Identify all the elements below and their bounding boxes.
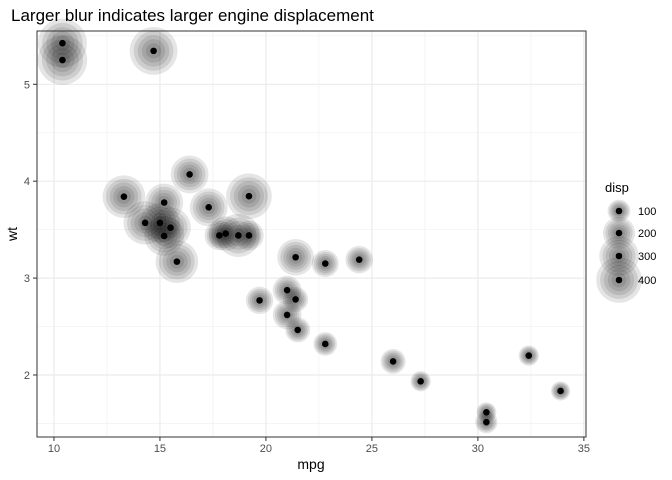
data-point [204, 220, 235, 251]
data-point [102, 175, 146, 219]
point-core [557, 387, 564, 395]
panel-border [36, 30, 587, 438]
data-point [234, 220, 264, 251]
data-point [311, 250, 339, 278]
point-core [283, 286, 291, 294]
grid-minor [37, 31, 586, 437]
point-core [167, 224, 174, 232]
point-core [355, 256, 363, 263]
point-core [294, 326, 302, 334]
y-tick-label: 3 [24, 273, 30, 285]
point-core [615, 229, 623, 237]
data-point [189, 188, 228, 227]
point-core [283, 311, 291, 319]
data-point [245, 286, 274, 315]
point-core [483, 418, 490, 426]
point-core [222, 230, 229, 237]
data-point [145, 183, 184, 222]
point-core [321, 340, 329, 348]
point-core [245, 192, 253, 200]
point-core [59, 56, 66, 64]
legend-key [602, 216, 636, 250]
legend-label: 300 [638, 251, 656, 263]
y-tick-label: 5 [24, 79, 30, 91]
point-core [525, 352, 533, 359]
data-point [37, 18, 87, 68]
point-core [321, 260, 329, 267]
legend-title: disp [605, 180, 629, 195]
data-point [226, 173, 272, 220]
data-point [283, 286, 309, 312]
legend-items: 100 200 300 400 [596, 199, 656, 303]
legend: disp 100 200 300 400 [596, 180, 656, 303]
point-core [615, 276, 623, 284]
x-tick-label: 20 [260, 443, 272, 455]
data-point [144, 216, 185, 256]
point-core [156, 219, 164, 227]
point-core [292, 296, 299, 303]
data-point [550, 381, 571, 401]
point-core [615, 252, 623, 260]
point-core [417, 377, 424, 385]
data-point [313, 332, 338, 356]
legend-key [607, 199, 631, 223]
panel-background [37, 31, 586, 437]
data-point [285, 317, 311, 343]
point-core [120, 193, 128, 200]
point-core [235, 232, 242, 239]
data-point [380, 348, 406, 374]
legend-label: 100 [638, 206, 656, 218]
point-core [141, 219, 149, 227]
legend-label: 400 [638, 275, 656, 287]
point-core [245, 232, 253, 239]
data-point [216, 213, 261, 258]
data-points [37, 18, 571, 434]
data-point [475, 411, 498, 434]
point-core [483, 408, 490, 416]
data-point [410, 371, 431, 392]
point-core [256, 297, 263, 304]
data-point [518, 345, 539, 366]
point-core [215, 232, 223, 239]
point-core [173, 258, 181, 265]
chart-title: Larger blur indicates larger engine disp… [11, 6, 374, 25]
y-tick-label: 4 [24, 176, 30, 188]
data-point [277, 238, 314, 276]
data-point [345, 245, 374, 274]
point-core [205, 204, 212, 211]
data-point [155, 240, 199, 283]
y-axis-ticks: 2 3 4 5 [24, 79, 37, 382]
legend-label: 200 [638, 228, 656, 240]
y-axis-title: wt [4, 227, 20, 242]
x-tick-label: 10 [48, 443, 60, 455]
data-point [37, 35, 88, 85]
data-point [170, 155, 209, 194]
point-core [160, 199, 168, 206]
x-tick-label: 30 [472, 443, 484, 455]
point-core [59, 39, 66, 47]
legend-key [596, 257, 642, 303]
x-tick-label: 35 [578, 443, 590, 455]
point-core [186, 171, 193, 178]
point-core [150, 47, 157, 55]
point-core [615, 207, 623, 215]
x-axis-title: mpg [297, 456, 324, 472]
x-tick-label: 15 [154, 443, 166, 455]
x-axis-ticks: 10 15 20 25 30 35 [48, 437, 590, 455]
point-core [292, 253, 299, 261]
grid-major [37, 31, 586, 437]
y-tick-label: 2 [24, 370, 30, 382]
data-point [140, 203, 180, 243]
data-point [123, 201, 167, 245]
legend-key [599, 236, 639, 276]
data-point [476, 402, 497, 423]
data-point [208, 216, 243, 251]
point-core [160, 232, 168, 240]
data-point [272, 300, 302, 330]
data-point [129, 26, 178, 75]
x-tick-label: 25 [366, 443, 378, 455]
plot-panel [36, 18, 587, 438]
point-core [389, 358, 397, 365]
